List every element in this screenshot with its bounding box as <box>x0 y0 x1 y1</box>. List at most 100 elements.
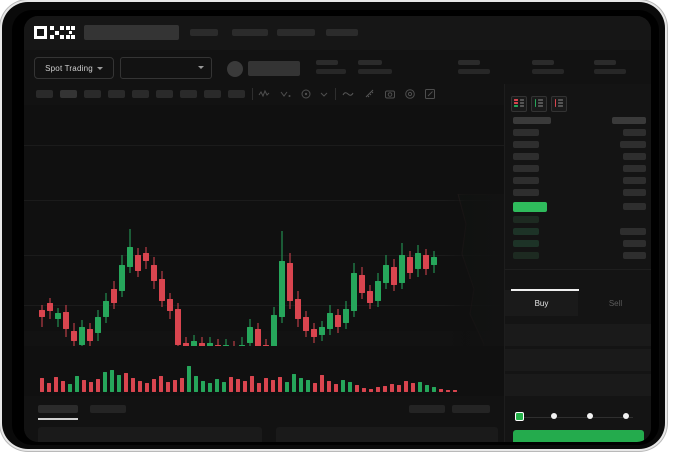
ruler-icon[interactable] <box>364 88 376 100</box>
orderbook-ask-row[interactable] <box>513 165 539 172</box>
stat-change <box>358 60 392 74</box>
interval-chip-1[interactable] <box>36 90 53 98</box>
volume-bar <box>145 383 149 392</box>
candle <box>367 285 373 309</box>
fullscreen-icon[interactable] <box>424 88 436 100</box>
volume-bar <box>369 389 373 392</box>
candle <box>191 335 197 355</box>
volume-bar <box>89 382 93 392</box>
candle-body <box>175 309 181 345</box>
orderbook-bid-row[interactable] <box>513 228 539 235</box>
candle <box>63 305 69 337</box>
interval-chip-2[interactable] <box>60 90 77 98</box>
orderbook-ask-size <box>623 153 646 160</box>
tab-buy[interactable]: Buy <box>505 289 579 316</box>
slider-step-2[interactable] <box>587 413 593 419</box>
volume-bar <box>201 381 205 392</box>
candle-body <box>327 313 333 329</box>
pair-name <box>248 61 300 76</box>
candle-body <box>407 257 413 273</box>
orderbook-ask-row[interactable] <box>513 189 539 196</box>
nav-item-2[interactable] <box>232 29 268 36</box>
amount-percent-slider[interactable] <box>505 409 651 425</box>
candle <box>319 321 325 341</box>
orderbook-mode-bids-icon[interactable] <box>531 96 547 112</box>
bottom-card-right <box>276 427 498 442</box>
volume-bar <box>292 374 296 392</box>
device-bezel: Spot Trading <box>2 2 665 449</box>
slider-step-1[interactable] <box>551 413 557 419</box>
interval-chip-5[interactable] <box>132 90 149 98</box>
interval-chip-4[interactable] <box>108 90 125 98</box>
candle-body <box>127 247 133 267</box>
pair-selector[interactable] <box>120 57 212 79</box>
search-input[interactable] <box>84 25 179 40</box>
candle <box>423 249 429 275</box>
nav-item-3[interactable] <box>277 29 315 36</box>
okx-logo[interactable] <box>34 26 75 39</box>
candle <box>343 301 349 329</box>
interval-chip-7[interactable] <box>180 90 197 98</box>
nav-item-4[interactable] <box>326 29 358 36</box>
compare-icon[interactable] <box>280 88 292 100</box>
chevron-down-icon[interactable] <box>318 88 330 100</box>
market-subheader: Spot Trading <box>24 50 651 84</box>
volume-bar <box>103 372 107 392</box>
candle <box>271 307 277 357</box>
tab-sell[interactable]: Sell <box>579 290 651 316</box>
orderbook-bid-row[interactable] <box>513 252 539 259</box>
interval-chip-3[interactable] <box>84 90 101 98</box>
candle-body <box>135 255 141 271</box>
orderbook-ask-row[interactable] <box>513 141 539 148</box>
alert-icon[interactable] <box>404 88 416 100</box>
tab-buy-label: Buy <box>534 298 549 308</box>
volume-bar <box>243 381 247 392</box>
order-amount-field[interactable] <box>505 349 651 372</box>
slider-step-0[interactable] <box>515 411 524 421</box>
candle <box>119 255 125 297</box>
market-type-selector[interactable]: Spot Trading <box>34 57 114 79</box>
candle-body <box>423 255 429 269</box>
order-total-field[interactable] <box>505 374 651 397</box>
orderbook-ask-row[interactable] <box>513 153 539 160</box>
indicator-icon[interactable] <box>258 88 270 100</box>
orderbook-bid-row[interactable] <box>513 240 539 247</box>
orderbook-mode-asks-icon[interactable] <box>551 96 567 112</box>
candle <box>311 323 317 343</box>
candle-body <box>167 299 173 311</box>
orderbook-ask-row[interactable] <box>513 129 539 136</box>
tab-order-history[interactable] <box>90 405 126 413</box>
camera-icon[interactable] <box>384 88 396 100</box>
candle <box>39 305 45 327</box>
interval-chip-8[interactable] <box>204 90 221 98</box>
candle <box>47 298 53 319</box>
nav-item-1[interactable] <box>190 29 218 36</box>
settings-icon[interactable] <box>300 88 312 100</box>
candle <box>79 320 85 355</box>
orderbook-header-left <box>513 117 551 124</box>
tab-open-orders[interactable] <box>38 405 78 413</box>
line-chart-icon[interactable] <box>342 88 354 100</box>
volume-chart <box>24 346 504 396</box>
orderbook-bid-row[interactable] <box>513 216 539 223</box>
volume-bar <box>418 382 422 392</box>
orderbook-divider <box>505 269 651 270</box>
orderbook-ask-row[interactable] <box>513 177 539 184</box>
candle <box>135 248 141 277</box>
orderbook-bid-size <box>623 252 646 259</box>
bottom-action-2[interactable] <box>452 405 490 413</box>
submit-order-button[interactable] <box>513 430 644 442</box>
candle <box>175 303 181 353</box>
candle-body <box>55 313 61 319</box>
volume-bar <box>236 379 240 392</box>
interval-chip-9[interactable] <box>228 90 245 98</box>
candle <box>95 310 101 341</box>
slider-step-3[interactable] <box>623 413 629 419</box>
candle <box>111 281 117 309</box>
volume-bar <box>404 381 408 392</box>
orderbook-mode-both-icon[interactable] <box>511 96 527 112</box>
bottom-action-1[interactable] <box>409 405 445 413</box>
candle <box>399 243 405 289</box>
order-price-field[interactable] <box>505 324 651 347</box>
interval-chip-6[interactable] <box>156 90 173 98</box>
